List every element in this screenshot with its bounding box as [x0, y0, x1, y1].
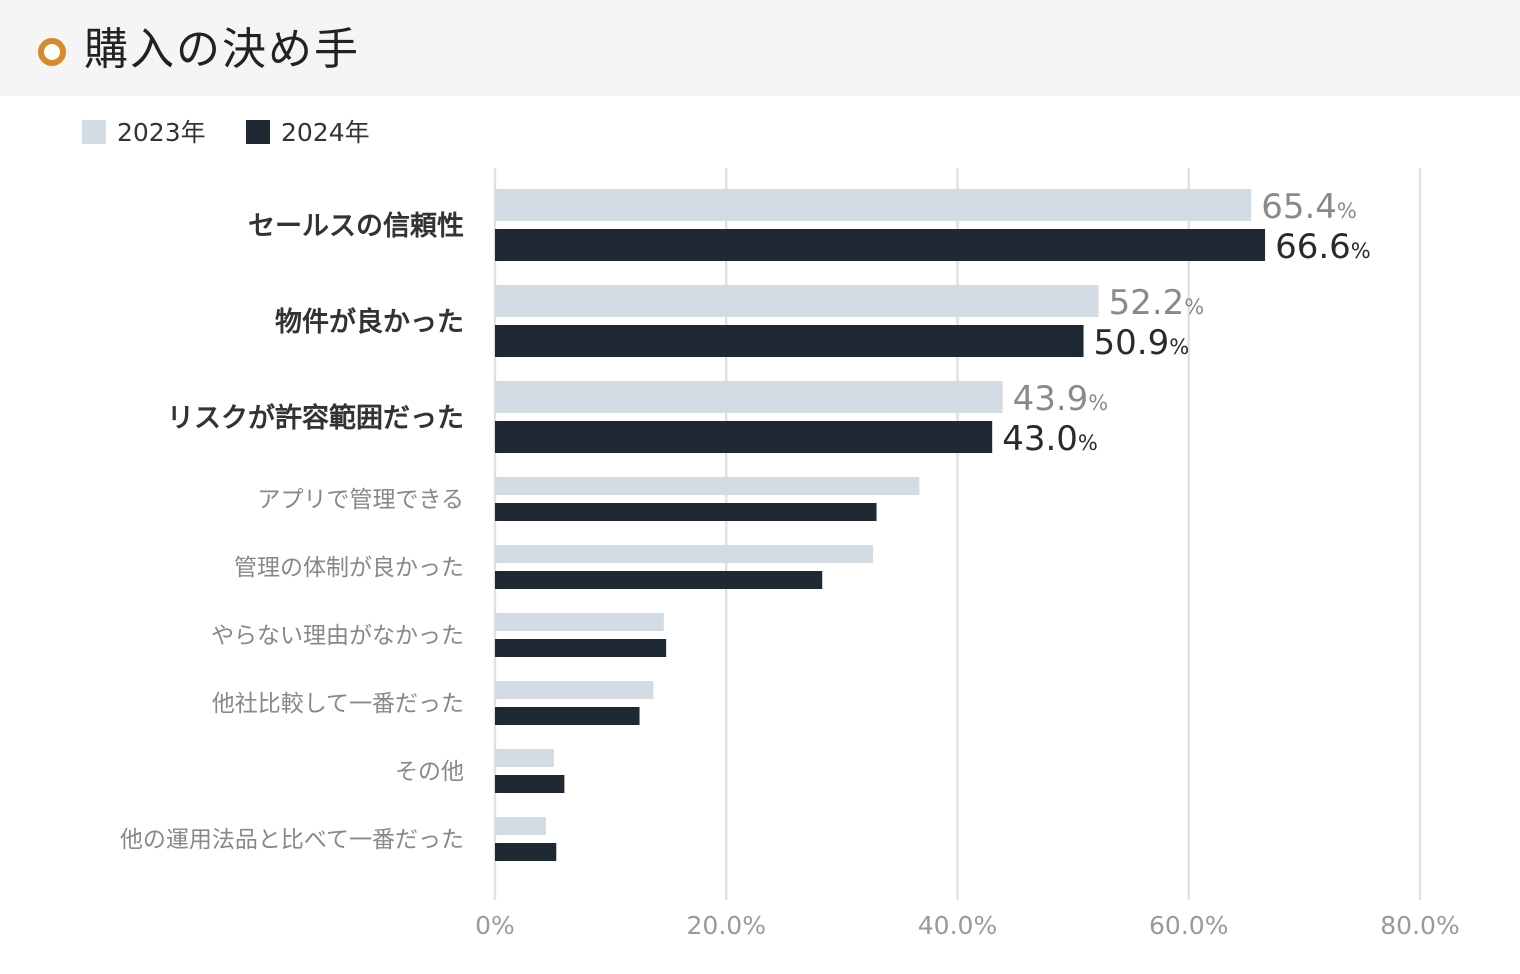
legend-label-2024: 2024年	[281, 118, 370, 147]
category-label: 他社比較して一番だった	[212, 691, 464, 717]
category-label: リスクが許容範囲だった	[167, 402, 464, 434]
x-tick-label: 60.0%	[1149, 911, 1228, 940]
category-label: セールスの信頼性	[248, 211, 464, 242]
bar-2023	[495, 545, 874, 563]
bar-2023	[495, 749, 554, 767]
category-label: 他の運用法品と比べて一番だった	[120, 827, 464, 853]
bar-2023	[495, 613, 664, 631]
bar-2023	[495, 681, 654, 699]
header-bar: 購入の決め手	[0, 0, 1520, 96]
bar-2024	[495, 707, 640, 725]
category-label: やらない理由がなかった	[211, 623, 464, 649]
bar-2024	[495, 775, 565, 793]
x-tick-label: 80.0%	[1380, 911, 1459, 940]
bar-2024	[495, 843, 557, 861]
legend-label-2023: 2023年	[117, 118, 206, 147]
x-tick-label: 0%	[475, 911, 515, 940]
category-label: 物件が良かった	[275, 306, 464, 338]
bar-2023	[495, 477, 920, 495]
value-label-2024: 50.9%	[1094, 323, 1190, 363]
bar-2023	[495, 381, 1003, 413]
x-tick-label: 40.0%	[918, 911, 997, 940]
value-label-2023: 65.4%	[1261, 187, 1357, 227]
legend-swatch-2024	[246, 120, 270, 144]
value-label-2024: 66.6%	[1275, 227, 1371, 267]
bar-2024	[495, 421, 993, 453]
bar-2024	[495, 503, 877, 521]
bar-2024	[495, 571, 823, 589]
bar-2024	[495, 325, 1084, 357]
bar-2023	[495, 817, 546, 835]
category-label: 管理の体制が良かった	[234, 555, 464, 581]
bar-2023	[495, 285, 1099, 317]
page-title: 購入の決め手	[84, 24, 360, 75]
value-label-2023: 43.9%	[1013, 379, 1109, 419]
category-label: アプリで管理できる	[257, 487, 464, 513]
value-label-2023: 52.2%	[1109, 283, 1205, 323]
category-label: その他	[395, 759, 464, 785]
bar-2024	[495, 229, 1266, 261]
title-bullet-icon	[38, 38, 66, 66]
bar-2023	[495, 189, 1252, 221]
x-tick-label: 20.0%	[687, 911, 766, 940]
legend-swatch-2023	[82, 120, 106, 144]
value-label-2024: 43.0%	[1002, 419, 1098, 459]
bar-2024	[495, 639, 667, 657]
